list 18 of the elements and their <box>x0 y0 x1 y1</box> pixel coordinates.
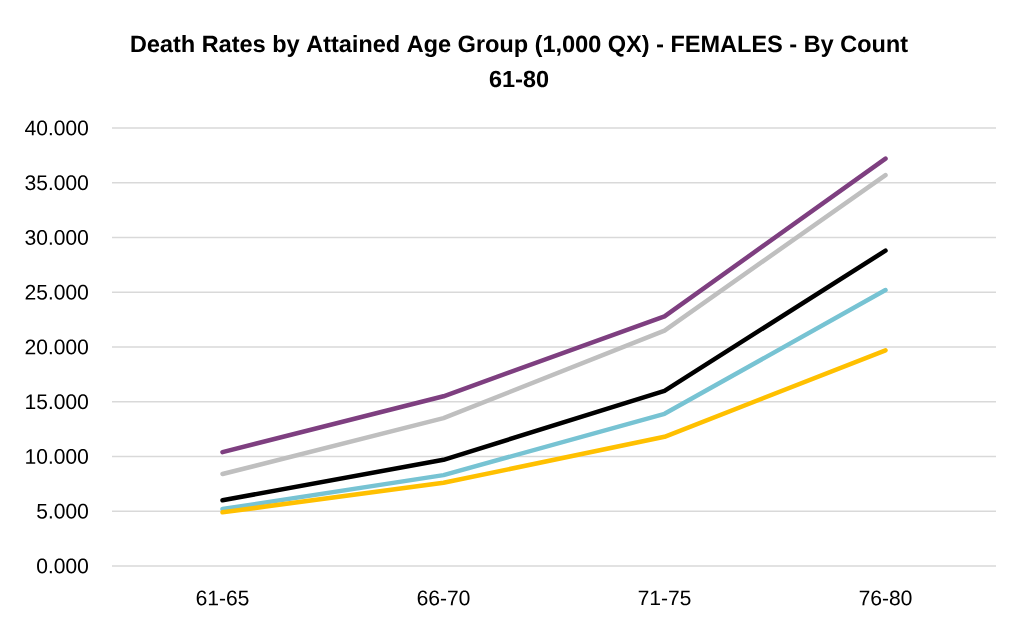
y-tick-label: 40.000 <box>25 120 88 136</box>
y-tick-label: 20.000 <box>25 339 88 355</box>
line-series <box>220 348 888 515</box>
line-series <box>220 248 888 503</box>
chart-subtitle: 61-80 <box>489 70 549 88</box>
line-series <box>220 287 888 512</box>
x-tick-label: 76-80 <box>859 590 912 606</box>
y-tick-label: 10.000 <box>26 449 88 464</box>
y-tick-label: 35.000 <box>25 175 88 191</box>
x-tick-label: 71-75 <box>638 590 691 606</box>
y-tick-label: 15.000 <box>26 394 88 410</box>
y-tick-label: 5.000 <box>37 503 88 519</box>
y-tick-label: 30.000 <box>25 230 88 245</box>
chart-title: Death Rates by Attained Age Group (1,000 QX) - FEMALES - By Count <box>131 35 908 57</box>
y-tick-label: 0.000 <box>37 558 88 574</box>
x-tick-label: 61-65 <box>196 590 249 606</box>
x-tick-label: 66-70 <box>417 590 470 606</box>
y-tick-label: 25.000 <box>25 284 88 300</box>
